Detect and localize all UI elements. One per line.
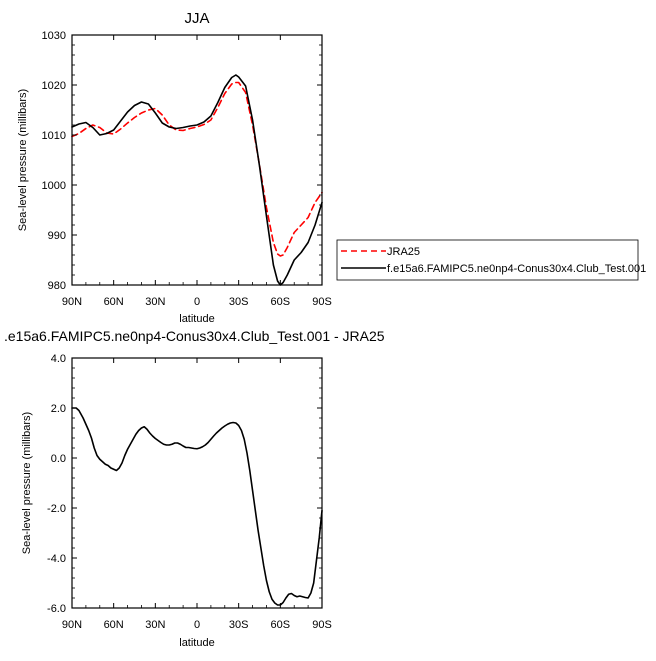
bottom-chart-axes: 90N 60N 30N 0 30S 60S 90S -6.0 -4.0 -2.0 0.0 2.0 4.0 xyxy=(47,353,332,631)
legend: JRA25 f.e15a6.FAMIPC5.ne0np4-Conus30x4.C… xyxy=(336,239,646,281)
top-chart-series-line-0 xyxy=(71,81,323,257)
top-chart-title: JJA xyxy=(184,10,209,27)
bottom-chart-y-tick-label: -2.0 xyxy=(47,503,66,515)
bottom-chart: .e15a6.FAMIPC5.ne0np4-Conus30x4.Club_Tes… xyxy=(4,328,385,649)
top-chart-x-tick-label: 60S xyxy=(271,296,291,308)
top-chart: JJA 90N 60N 30N 0 30S 60S 90S 980 990 1000 1010 102… xyxy=(17,10,332,325)
bottom-chart-y-tick-label: 0.0 xyxy=(51,453,66,465)
legend-label-test: f.e15a6.FAMIPC5.ne0np4-Conus30x4.Club_Te… xyxy=(387,263,646,275)
bottom-chart-series xyxy=(71,407,323,606)
top-chart-x-tick-label: 90S xyxy=(312,296,332,308)
bottom-chart-x-tick-label: 30S xyxy=(229,619,249,631)
bottom-chart-x-tick-label: 90N xyxy=(62,619,82,631)
legend-label-jra25: JRA25 xyxy=(387,246,420,258)
bottom-chart-series-line-0 xyxy=(71,407,323,606)
top-chart-axes: 90N 60N 30N 0 30S 60S 90S 980 990 1000 1010 1020 103… xyxy=(42,30,332,308)
top-chart-x-tick-label: 0 xyxy=(194,296,200,308)
top-chart-frame xyxy=(71,34,323,286)
bottom-chart-y-tick-label: -6.0 xyxy=(47,603,66,615)
bottom-chart-x-tick-label: 60S xyxy=(271,619,291,631)
top-chart-y-tick-label: 980 xyxy=(48,280,66,292)
bottom-chart-y-tick-label: 2.0 xyxy=(51,403,66,415)
top-chart-y-tick-label: 990 xyxy=(48,230,66,242)
bottom-chart-x-tick-label: 0 xyxy=(194,619,200,631)
top-chart-x-tick-label: 30N xyxy=(145,296,165,308)
top-chart-y-tick-label: 1000 xyxy=(42,180,66,192)
top-chart-x-tick-label: 60N xyxy=(104,296,124,308)
top-chart-y-axis-label: Sea-level pressure (millibars) xyxy=(17,89,29,231)
bottom-chart-x-axis-label: latitude xyxy=(179,637,214,649)
top-chart-series xyxy=(71,74,323,286)
top-chart-y-tick-label: 1030 xyxy=(42,30,66,42)
bottom-chart-x-tick-label: 60N xyxy=(104,619,124,631)
bottom-chart-title: .e15a6.FAMIPC5.ne0np4-Conus30x4.Club_Tes… xyxy=(4,328,385,344)
top-chart-x-tick-label: 30S xyxy=(229,296,249,308)
top-chart-y-tick-label: 1020 xyxy=(42,80,66,92)
bottom-chart-x-tick-label: 90S xyxy=(312,619,332,631)
bottom-chart-frame xyxy=(71,357,323,609)
bottom-chart-y-tick-label: -4.0 xyxy=(47,553,66,565)
bottom-chart-x-tick-label: 30N xyxy=(145,619,165,631)
top-chart-x-tick-label: 90N xyxy=(62,296,82,308)
top-chart-x-axis-label: latitude xyxy=(179,313,214,325)
top-chart-series-line-1 xyxy=(71,74,323,286)
top-chart-y-tick-label: 1010 xyxy=(42,130,66,142)
bottom-chart-y-axis-label: Sea-level pressure (millibars) xyxy=(21,412,33,554)
legend-box xyxy=(336,239,639,281)
bottom-chart-y-tick-label: 4.0 xyxy=(51,353,66,365)
